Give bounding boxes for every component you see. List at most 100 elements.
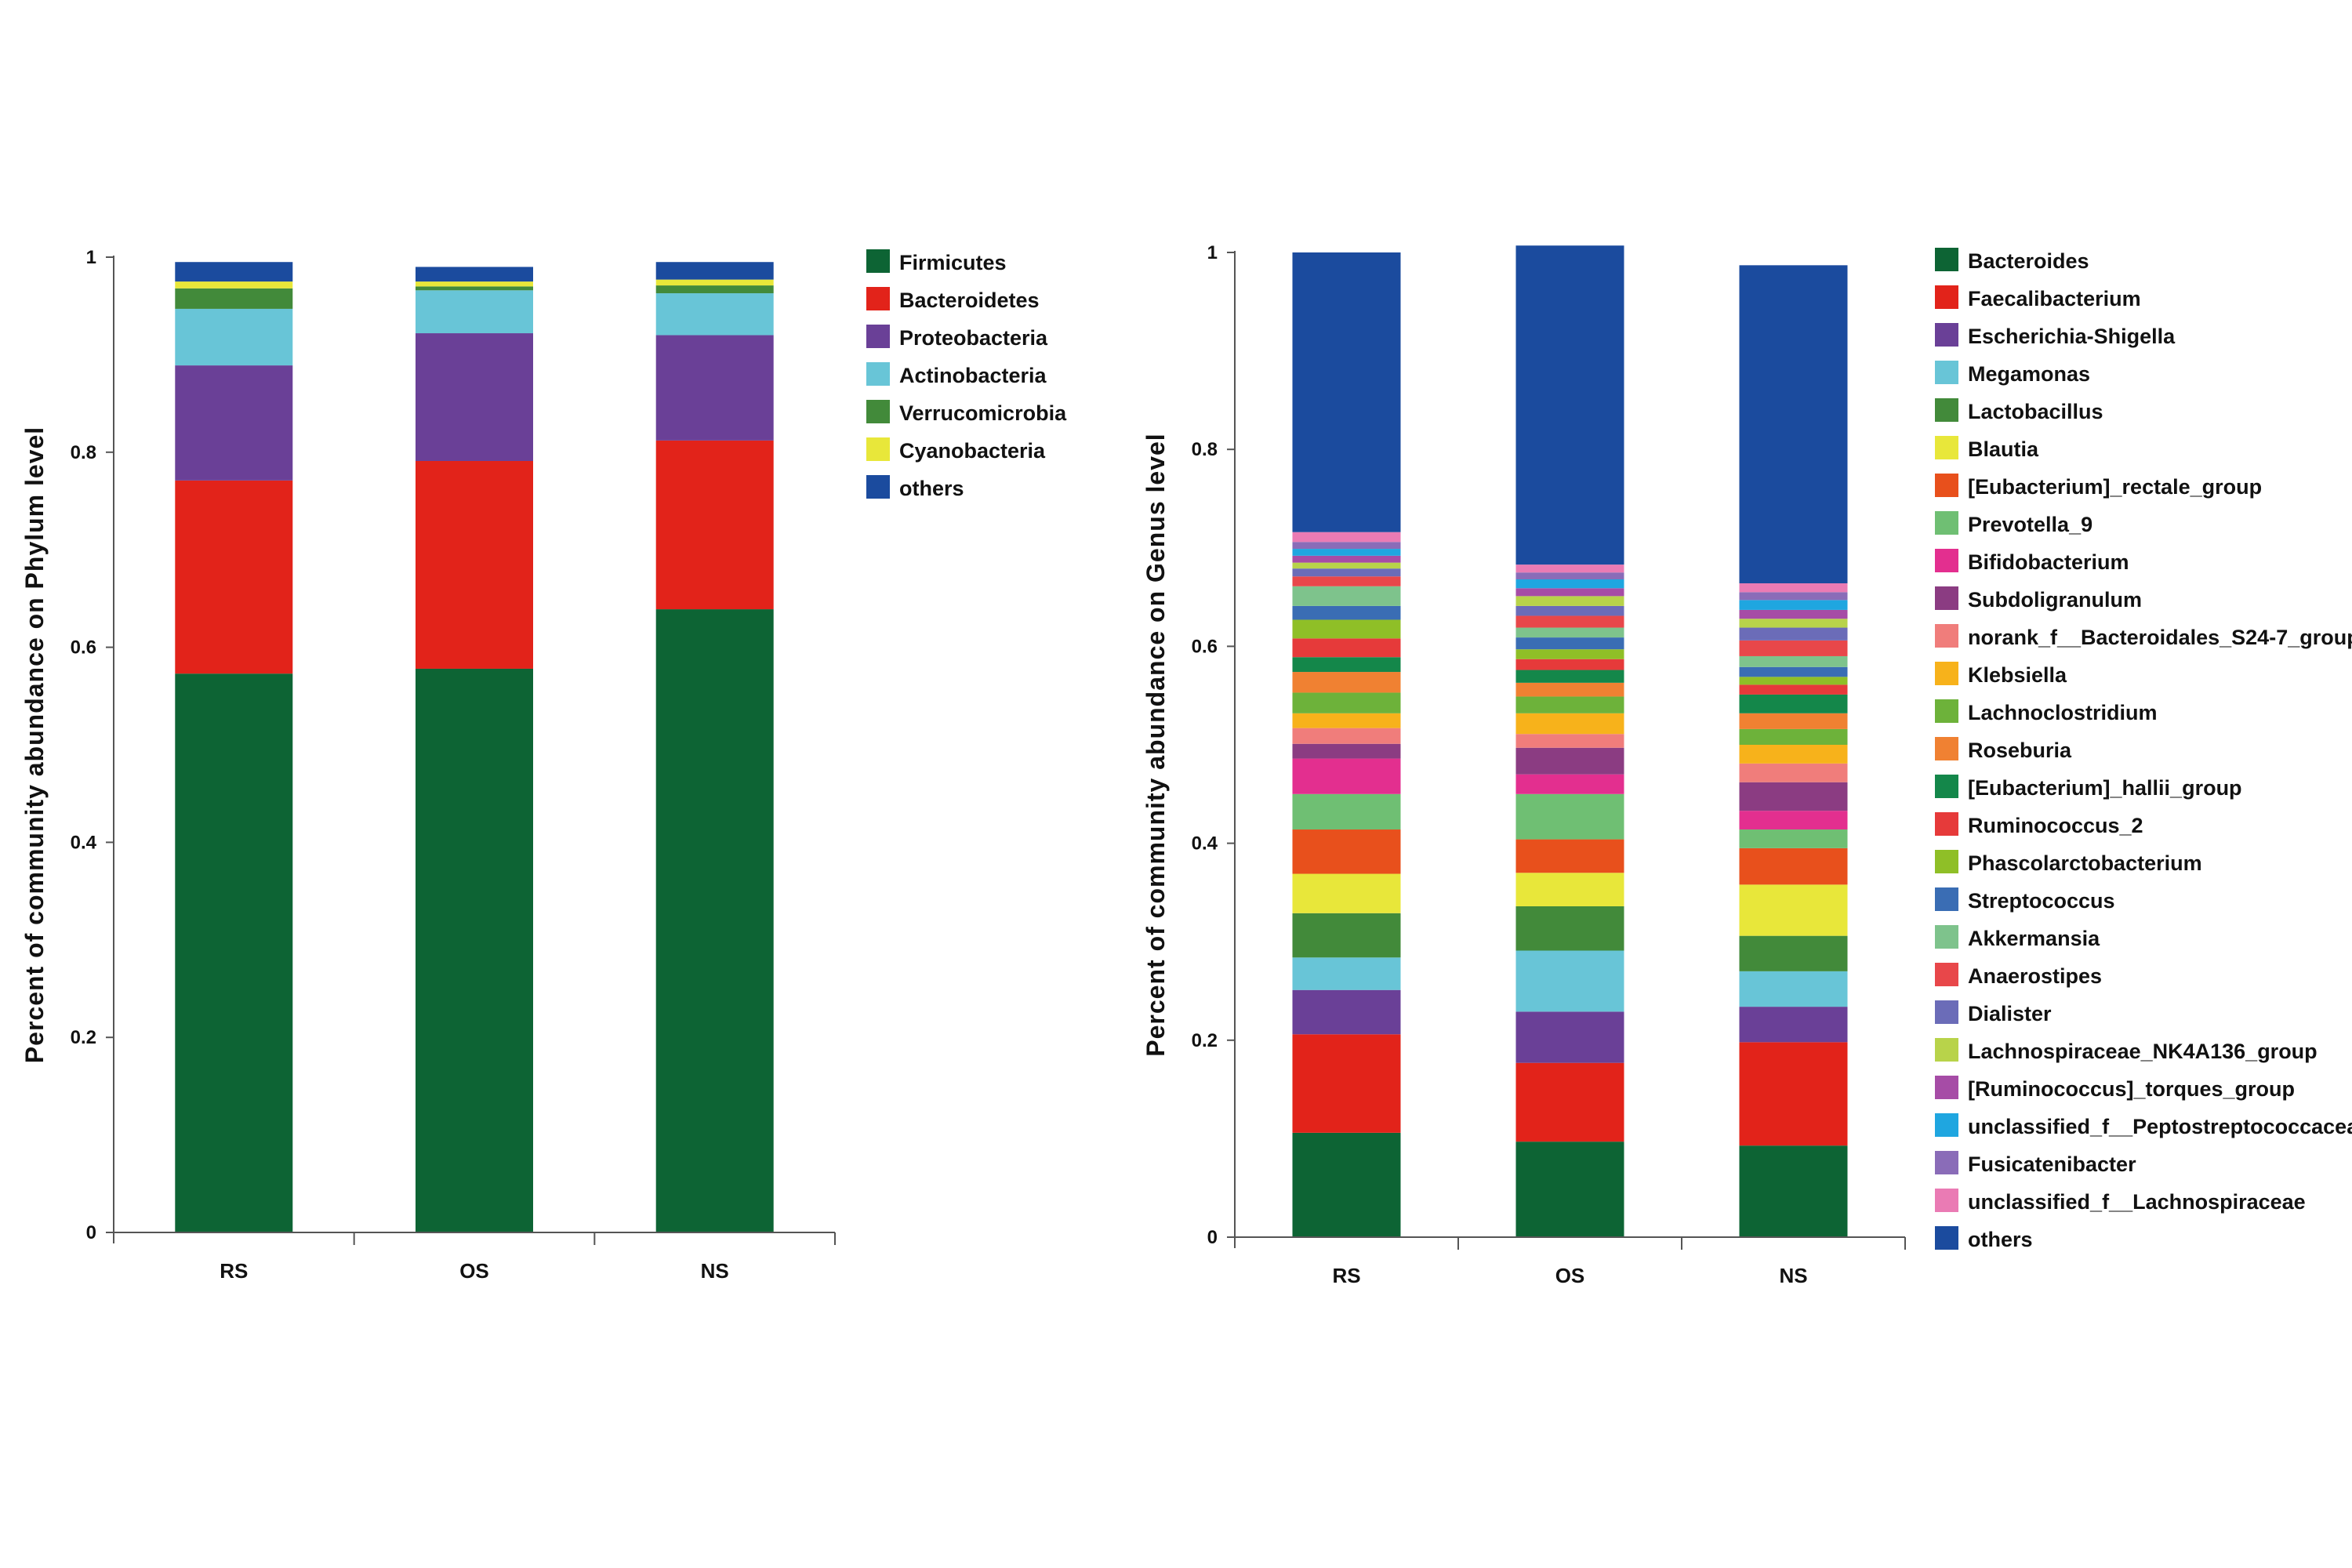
bar-segment-rs-3: [175, 308, 293, 366]
bar-segment-rs-24: [1292, 542, 1401, 550]
x-category-label: RS: [1332, 1264, 1360, 1287]
legend-swatch: [1935, 586, 1958, 610]
bar-segment-ns-23: [1739, 600, 1848, 610]
bar-segment-os-2: [416, 333, 533, 461]
y-tick-label: 1: [86, 247, 96, 268]
bar-segment-os-20: [1515, 605, 1624, 616]
bar-segment-rs-5: [1292, 873, 1401, 913]
legend-label: others: [1968, 1228, 2033, 1251]
legend-swatch: [1935, 1113, 1958, 1137]
legend-label: Fusicatenibacter: [1968, 1152, 2136, 1176]
bar-segment-os-1: [416, 461, 533, 669]
bar-segment-rs-23: [1292, 549, 1401, 556]
legend-swatch: [1935, 1189, 1958, 1212]
bar-segment-rs-5: [175, 281, 293, 289]
bar-segment-os-15: [1515, 659, 1624, 670]
legend-swatch: [1935, 963, 1958, 986]
legend-swatch: [1935, 323, 1958, 347]
bar-segment-ns-2: [1739, 1007, 1848, 1043]
legend-swatch: [1935, 361, 1958, 384]
y-tick-label: 0.8: [1192, 439, 1218, 460]
bar-segment-os-2: [1515, 1011, 1624, 1063]
bar-segment-ns-13: [1739, 713, 1848, 729]
legend-label: Bacteroides: [1968, 249, 2089, 273]
bar-segment-rs-25: [1292, 532, 1401, 543]
legend-swatch: [1935, 511, 1958, 535]
y-tick-label: 0.2: [1192, 1030, 1218, 1051]
legend-swatch: [1935, 436, 1958, 459]
bar-segment-os-12: [1515, 696, 1624, 713]
legend-swatch: [1935, 812, 1958, 836]
bar-segment-os-19: [1515, 615, 1624, 628]
legend-label: [Eubacterium]_rectale_group: [1968, 475, 2262, 499]
legend-label: Dialister: [1968, 1002, 2052, 1025]
bar-segment-ns-22: [1739, 609, 1848, 619]
bar-segment-os-18: [1515, 627, 1624, 638]
bar-segment-ns-24: [1739, 592, 1848, 601]
legend-swatch: [866, 325, 890, 348]
bar-segment-os-24: [1515, 572, 1624, 579]
legend-swatch: [1935, 737, 1958, 760]
legend-label: Roseburia: [1968, 739, 2072, 762]
bar-segment-os-25: [1515, 564, 1624, 573]
chart-1: 0 0.2 0.4 0.6 0.8 1 RS OS NS Percent of community…: [20, 247, 1067, 1283]
legend-label: Akkermansia: [1968, 927, 2100, 950]
bar-segment-rs-15: [1292, 638, 1401, 658]
legend-swatch: [1935, 1076, 1958, 1099]
legend-label: Bifidobacterium: [1968, 550, 2129, 574]
legend-swatch: [1935, 549, 1958, 572]
legend-label: [Eubacterium]_hallii_group: [1968, 776, 2242, 800]
legend-swatch: [866, 437, 890, 461]
bar-segment-ns-4: [1739, 935, 1848, 971]
legend-swatch: [866, 475, 890, 499]
legend-label: Lactobacillus: [1968, 400, 2103, 423]
legend-swatch: [1935, 1038, 1958, 1062]
bar-segment-ns-14: [1739, 694, 1848, 713]
legend-swatch: [866, 362, 890, 386]
bar-segment-rs-17: [1292, 605, 1401, 620]
bar-segment-rs-8: [1292, 758, 1401, 794]
y-tick-label: 0.6: [71, 637, 96, 659]
bar-segment-os-11: [1515, 713, 1624, 735]
bar-segment-rs-4: [175, 288, 293, 309]
bar-segment-ns-2: [655, 335, 774, 441]
legend-label: Verrucomicrobia: [899, 401, 1067, 425]
legend-label: Megamonas: [1968, 362, 2090, 386]
legend-label: Firmicutes: [899, 251, 1007, 274]
legend-label: Blautia: [1968, 437, 2039, 461]
bar-segment-os-6: [416, 267, 533, 282]
bar-segment-rs-0: [175, 673, 293, 1232]
bar-segment-rs-18: [1292, 586, 1401, 606]
bar-segment-rs-14: [1292, 657, 1401, 673]
legend-label: unclassified_f__Peptostreptococcaceae: [1968, 1115, 2352, 1138]
bar-segment-os-6: [1515, 839, 1624, 873]
bar-segment-ns-19: [1739, 640, 1848, 656]
bar-segment-ns-21: [1739, 619, 1848, 628]
legend-swatch: [866, 287, 890, 310]
legend-label: Escherichia-Shigella: [1968, 325, 2176, 348]
bar-segment-rs-22: [1292, 555, 1401, 563]
bar-segment-ns-6: [655, 262, 774, 280]
y-tick-label: 1: [1207, 242, 1218, 263]
y-tick-label: 0.4: [1192, 833, 1218, 855]
legend-swatch: [1935, 1226, 1958, 1250]
bar-segment-os-3: [416, 290, 533, 334]
bar-segment-rs-1: [1292, 1034, 1401, 1133]
x-category-label: NS: [701, 1259, 729, 1283]
bar-segment-os-0: [416, 668, 533, 1232]
bar-segment-rs-1: [175, 480, 293, 674]
bar-segment-rs-13: [1292, 672, 1401, 693]
x-category-label: NS: [1779, 1264, 1807, 1287]
bar-segment-ns-15: [1739, 684, 1848, 695]
bar-segment-os-23: [1515, 579, 1624, 589]
bar-segment-rs-2: [1292, 989, 1401, 1035]
legend-label: Subdoligranulum: [1968, 588, 2142, 612]
legend-label: Lachnospiraceae_NK4A136_group: [1968, 1040, 2318, 1063]
x-category-label: RS: [220, 1259, 248, 1283]
bar-segment-rs-21: [1292, 562, 1401, 569]
legend-swatch: [1935, 248, 1958, 271]
bar-segment-os-22: [1515, 588, 1624, 597]
y-axis-title: Percent of community abundance on Phylum…: [20, 426, 49, 1063]
bar-segment-rs-6: [1292, 829, 1401, 874]
legend-swatch: [1935, 1000, 1958, 1024]
